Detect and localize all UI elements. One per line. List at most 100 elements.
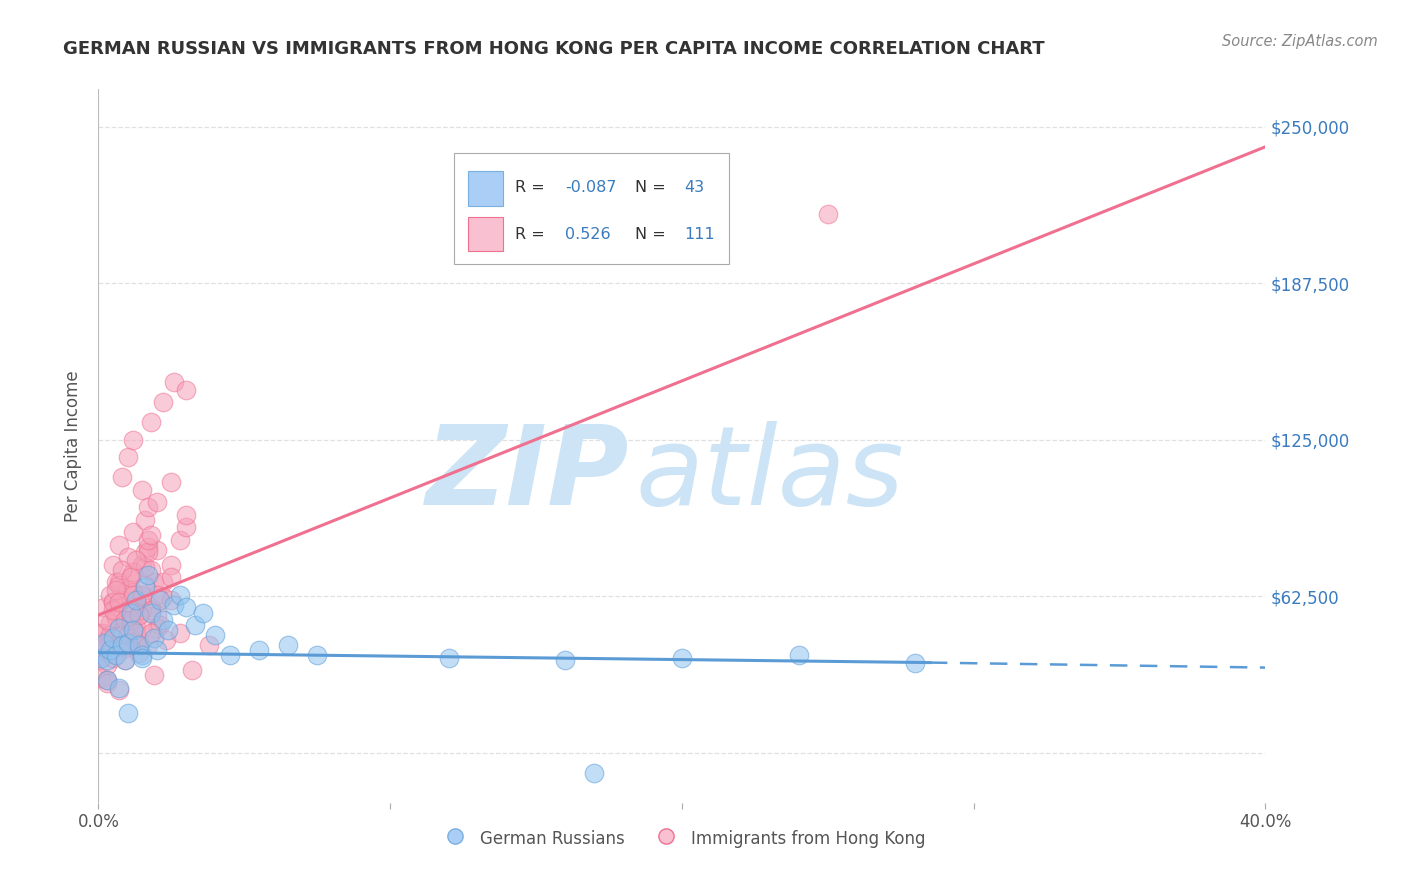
Point	[98, 588, 121, 602]
Point	[160, 475, 183, 490]
Point	[149, 618, 172, 632]
Point	[90, 650, 112, 665]
Point	[114, 638, 136, 652]
Point	[160, 593, 183, 607]
Point	[146, 607, 169, 622]
Point	[163, 375, 186, 389]
Point	[136, 533, 159, 547]
Text: R =: R =	[515, 227, 550, 242]
Point	[128, 633, 150, 648]
Point	[108, 538, 131, 552]
Point	[96, 673, 118, 687]
Point	[437, 650, 460, 665]
Point	[114, 613, 136, 627]
Point	[131, 603, 153, 617]
Point	[142, 631, 165, 645]
Point	[117, 603, 139, 617]
Point	[160, 570, 183, 584]
Point	[204, 628, 226, 642]
Point	[114, 653, 136, 667]
Point	[125, 588, 148, 602]
Point	[131, 588, 153, 602]
Point	[93, 640, 115, 655]
Point	[108, 575, 131, 590]
Point	[131, 591, 153, 605]
Point	[583, 765, 606, 780]
Point	[90, 625, 112, 640]
Bar	[468, 171, 503, 205]
Point	[120, 570, 142, 584]
Text: 0.526: 0.526	[565, 227, 610, 242]
Point	[169, 625, 191, 640]
Point	[114, 613, 136, 627]
Point	[136, 545, 159, 559]
Point	[174, 508, 197, 522]
Point	[198, 638, 221, 652]
Point	[122, 566, 145, 580]
Point	[174, 383, 197, 397]
Point	[104, 648, 127, 662]
Text: R =: R =	[515, 180, 550, 195]
Point	[174, 520, 197, 534]
Point	[122, 525, 145, 540]
Point	[128, 607, 150, 622]
Point	[125, 621, 148, 635]
Text: Source: ZipAtlas.com: Source: ZipAtlas.com	[1222, 34, 1378, 49]
Point	[101, 603, 124, 617]
Point	[193, 606, 215, 620]
Point	[117, 635, 139, 649]
Point	[93, 635, 115, 649]
Point	[122, 588, 145, 602]
Point	[139, 528, 162, 542]
Point	[101, 558, 124, 572]
Point	[120, 615, 142, 630]
Point	[117, 706, 139, 720]
Point	[108, 578, 131, 592]
Point	[104, 607, 127, 622]
Point	[131, 648, 153, 662]
Point	[114, 653, 136, 667]
Point	[120, 568, 142, 582]
Point	[218, 648, 240, 662]
Point	[169, 588, 191, 602]
Point	[108, 621, 131, 635]
Point	[149, 593, 172, 607]
Point	[98, 643, 121, 657]
Point	[152, 613, 174, 627]
Point	[96, 633, 118, 648]
Point	[787, 648, 810, 662]
FancyBboxPatch shape	[454, 153, 728, 264]
Text: 111: 111	[685, 227, 716, 242]
Point	[104, 575, 127, 590]
Point	[152, 591, 174, 605]
Point	[128, 607, 150, 622]
Point	[93, 600, 115, 615]
Point	[101, 595, 124, 609]
Point	[139, 415, 162, 429]
Point	[142, 668, 165, 682]
Point	[136, 541, 159, 555]
Point	[169, 533, 191, 547]
Point	[104, 610, 127, 624]
Point	[131, 621, 153, 635]
Point	[131, 483, 153, 497]
Point	[108, 683, 131, 698]
Point	[155, 633, 177, 648]
Point	[128, 638, 150, 652]
Point	[131, 558, 153, 572]
Point	[108, 681, 131, 695]
Point	[98, 615, 121, 630]
Point	[277, 638, 299, 652]
Text: ZIP: ZIP	[426, 421, 630, 528]
Point	[101, 650, 124, 665]
Point	[117, 450, 139, 465]
Point	[90, 671, 112, 685]
Point	[136, 638, 159, 652]
Point	[96, 653, 118, 667]
Point	[180, 663, 202, 677]
Point	[247, 643, 270, 657]
Point	[152, 575, 174, 590]
Point	[96, 658, 118, 673]
Point	[146, 621, 169, 635]
Point	[117, 628, 139, 642]
